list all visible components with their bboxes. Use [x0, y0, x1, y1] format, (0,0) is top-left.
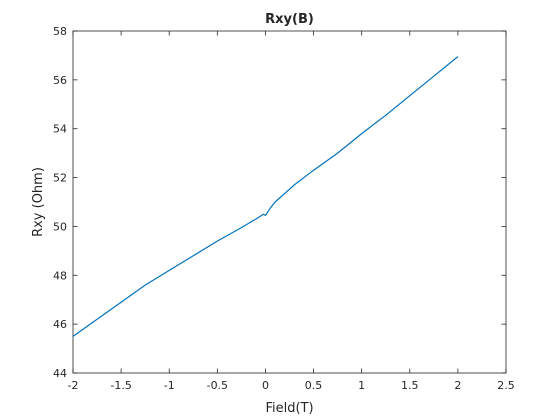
y-tick-label: 46: [53, 318, 67, 331]
x-axis-label: Field(T): [265, 401, 313, 416]
x-tick-label: 2.5: [497, 379, 515, 392]
x-tick-label: -0.5: [207, 379, 228, 392]
x-tick-label: 2: [454, 379, 461, 392]
y-tick-label: 50: [53, 220, 67, 233]
y-tick-label: 56: [53, 74, 67, 87]
x-tick-label: -1: [164, 379, 175, 392]
x-tick-label: 1: [358, 379, 365, 392]
x-tick-label: 0.5: [305, 379, 323, 392]
y-axis-label: Rxy (Ohm): [31, 167, 46, 237]
x-tick-label: -2: [68, 379, 79, 392]
y-tick-label: 52: [53, 172, 67, 185]
y-tick-label: 54: [53, 123, 67, 136]
x-tick-label: 1.5: [401, 379, 419, 392]
plot-area: [72, 30, 507, 374]
x-tick-label: -1.5: [110, 379, 131, 392]
chart-title: Rxy(B): [265, 12, 314, 27]
y-tick-label: 48: [53, 269, 67, 282]
y-tick-label: 58: [53, 25, 67, 38]
axis-ticks: -2 -1.5 -1 -0.5 0 0.5 1 1.5 2 2.5 44 46 48 50 52 54 56 58: [53, 25, 515, 392]
x-tick-label: 0: [262, 379, 269, 392]
series-line: [72, 56, 459, 337]
y-tick-label: 44: [53, 367, 67, 380]
